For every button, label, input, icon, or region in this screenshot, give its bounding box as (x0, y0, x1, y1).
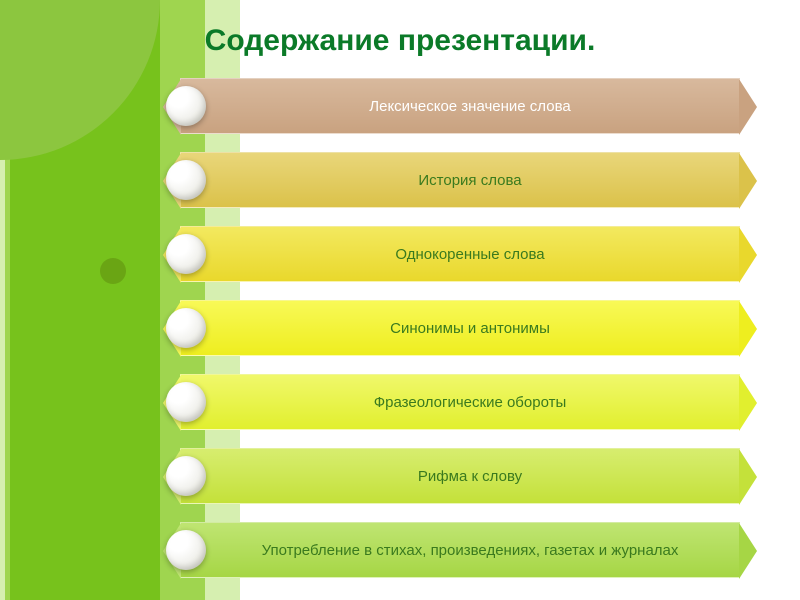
orb-icon (166, 530, 206, 570)
orb-icon (166, 86, 206, 126)
bullet-dot (100, 258, 126, 284)
toc-bar: Лексическое значение слова (180, 78, 740, 134)
toc-label: Синонимы и антонимы (350, 320, 570, 337)
toc-label: Однокоренные слова (355, 246, 564, 263)
page-title: Содержание презентации. (0, 24, 800, 58)
toc-item[interactable]: Фразеологические обороты (180, 368, 740, 438)
toc-item[interactable]: Употребление в стихах, произведениях, га… (180, 516, 740, 586)
toc-bar: Однокоренные слова (180, 226, 740, 282)
orb-icon (166, 234, 206, 274)
toc-bar: Рифма к слову (180, 448, 740, 504)
toc-label: Лексическое значение слова (329, 98, 590, 115)
orb-icon (166, 456, 206, 496)
toc-list: Лексическое значение слова История слова О… (180, 72, 740, 586)
toc-label: Употребление в стихах, произведениях, га… (222, 542, 699, 559)
toc-label: Рифма к слову (378, 468, 542, 485)
toc-bar: Употребление в стихах, произведениях, га… (180, 522, 740, 578)
toc-label: История слова (378, 172, 541, 189)
toc-item[interactable]: Синонимы и антонимы (180, 294, 740, 364)
orb-icon (166, 382, 206, 422)
toc-item[interactable]: Рифма к слову (180, 442, 740, 512)
toc-bar: История слова (180, 152, 740, 208)
orb-icon (166, 160, 206, 200)
toc-bar: Синонимы и антонимы (180, 300, 740, 356)
orb-icon (166, 308, 206, 348)
toc-item[interactable]: Однокоренные слова (180, 220, 740, 290)
toc-bar: Фразеологические обороты (180, 374, 740, 430)
toc-item[interactable]: Лексическое значение слова (180, 72, 740, 142)
toc-label: Фразеологические обороты (334, 394, 587, 411)
toc-item[interactable]: История слова (180, 146, 740, 216)
